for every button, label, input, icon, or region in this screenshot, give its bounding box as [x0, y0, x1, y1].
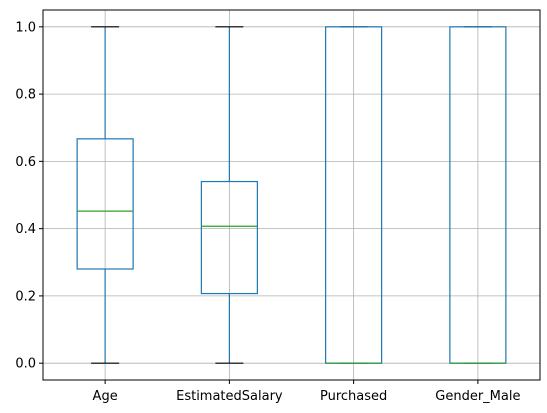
x-tick-label: Gender_Male — [435, 389, 520, 404]
x-tick-label: EstimatedSalary — [176, 389, 283, 404]
y-tick-label: 0.4 — [15, 222, 36, 237]
box — [76, 138, 134, 270]
box-group-gender-male — [449, 26, 507, 364]
box-group-age — [76, 26, 134, 364]
x-tick-label: Purchased — [320, 389, 387, 404]
box-group-purchased — [325, 26, 383, 364]
axes-frame — [42, 9, 541, 381]
y-axis: 0.0 0.2 0.4 0.6 0.8 1.0 — [15, 20, 43, 372]
y-tick-label: 0.6 — [15, 155, 36, 170]
box-group-estimatedsalary — [200, 26, 258, 364]
y-tick-label: 0.2 — [15, 289, 36, 304]
y-tick-label: 0.0 — [15, 357, 36, 372]
x-axis: Age EstimatedSalary Purchased Gender_Male — [93, 380, 520, 404]
y-tick-label: 1.0 — [15, 20, 36, 35]
y-tick-label: 0.8 — [15, 88, 36, 103]
boxes — [76, 26, 507, 364]
x-tick-label: Age — [93, 389, 118, 404]
box — [200, 180, 258, 295]
